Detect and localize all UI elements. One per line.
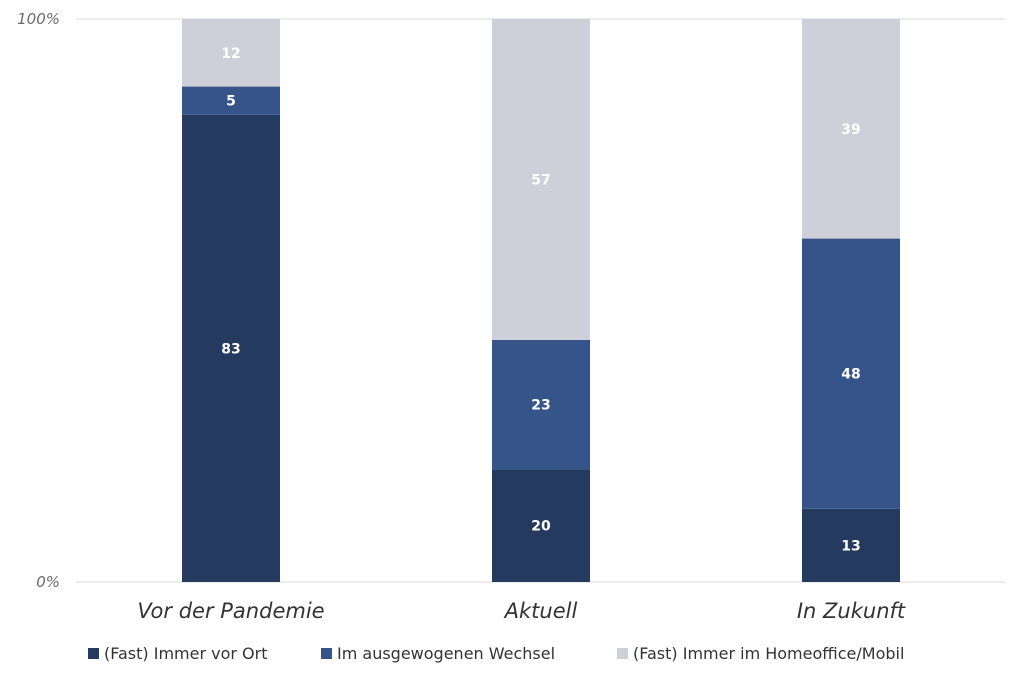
legend-swatch-fast-immer-vor-ort [88,648,99,659]
bar-segment-vor-der-pandemie-fast-immer-vor-ort [182,114,280,583]
bar-segment-in-zukunft-im-ausgewogenen-wechsel [802,238,900,509]
legend-swatch-im-ausgewogenen-wechsel [321,648,332,659]
bar-segment-aktuell-fast-immer-im-homeoffice-mobil [492,19,590,340]
data-label-vor-der-pandemie-fast-immer-vor-ort: 83 [221,341,240,357]
category-labels: Vor der Pandemie Aktuell In Zukunft [137,599,905,623]
legend-label-im-ausgewogenen-wechsel: Im ausgewogenen Wechsel [337,644,555,663]
y-tick-label-min: 0% [36,573,60,591]
data-label-vor-der-pandemie-fast-immer-im-homeoffice-mobil: 12 [221,46,240,62]
data-label-aktuell-im-ausgewogenen-wechsel: 23 [531,398,550,414]
bar-segment-aktuell-im-ausgewogenen-wechsel [492,339,590,470]
data-label-aktuell-fast-immer-vor-ort: 20 [531,519,551,535]
legend-swatch-fast-immer-im-homeoffice-mobil [617,648,628,659]
bar-segment-vor-der-pandemie-im-ausgewogenen-wechsel [182,86,280,115]
bar-segment-in-zukunft-fast-immer-im-homeoffice-mobil [802,19,900,239]
x-category-label-aktuell: Aktuell [503,599,578,623]
x-category-label-vor-der-pandemie: Vor der Pandemie [137,599,324,623]
data-label-vor-der-pandemie-im-ausgewogenen-wechsel: 5 [226,94,236,110]
legend-label-fast-immer-vor-ort: (Fast) Immer vor Ort [104,644,267,663]
legend-label-fast-immer-im-homeoffice-mobil: (Fast) Immer im Homeoffice/Mobil [633,644,904,663]
y-tick-label-max: 100% [17,10,60,28]
bars-layer: 83 5 12 20 23 57 13 48 39 [182,19,900,583]
data-label-in-zukunft-fast-immer-vor-ort: 13 [841,538,860,554]
bar-segment-in-zukunft-fast-immer-vor-ort [802,508,900,582]
x-category-label-in-zukunft: In Zukunft [797,599,906,623]
data-label-in-zukunft-fast-immer-im-homeoffice-mobil: 39 [841,122,860,138]
data-label-in-zukunft-im-ausgewogenen-wechsel: 48 [841,367,860,383]
bar-segment-aktuell-fast-immer-vor-ort [492,469,590,582]
data-label-aktuell-fast-immer-im-homeoffice-mobil: 57 [531,172,550,188]
legend: (Fast) Immer vor Ort Im ausgewogenen Wech… [88,644,904,663]
bar-segment-vor-der-pandemie-fast-immer-im-homeoffice-mobil [182,19,280,87]
